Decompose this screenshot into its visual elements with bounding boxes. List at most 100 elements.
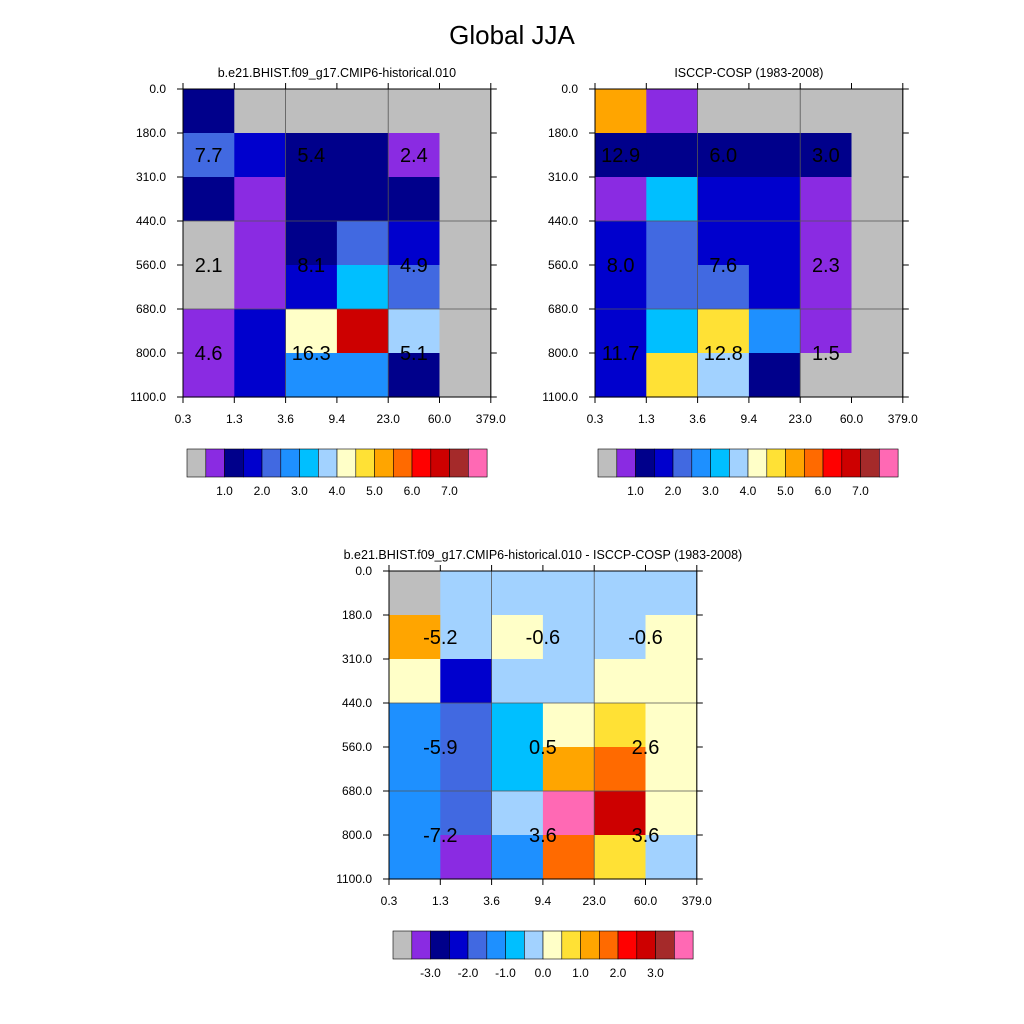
colorbar-label: 0.0	[535, 966, 552, 980]
cell-value-label: -5.9	[423, 737, 457, 759]
x-tick-label: 3.6	[277, 412, 294, 426]
heatmap-cell	[439, 177, 492, 222]
cell-value-label: 4.6	[195, 343, 223, 365]
y-tick-label: 800.0	[136, 346, 166, 360]
heatmap-cell	[285, 353, 338, 398]
y-tick-label: 440.0	[136, 214, 166, 228]
x-tick-label: 1.3	[226, 412, 243, 426]
heatmap-cell	[851, 353, 904, 398]
colorbar-label: 3.0	[702, 484, 719, 498]
heatmap-cell	[491, 615, 544, 660]
heatmap-cell	[440, 571, 493, 616]
heatmap-cell	[388, 265, 441, 310]
y-tick-label: 680.0	[342, 784, 372, 798]
heatmap-cell	[646, 133, 699, 178]
heatmap-cell	[542, 747, 595, 792]
heatmap-cell	[800, 309, 853, 354]
heatmap-cell	[748, 353, 801, 398]
heatmap-cell	[183, 221, 235, 266]
heatmap-cell	[697, 265, 750, 310]
colorbar-swatch	[317, 448, 338, 478]
heatmap-cell	[697, 353, 750, 398]
heatmap-cell	[748, 89, 801, 134]
cell-value-label: 2.3	[812, 255, 840, 277]
heatmap-cell	[851, 265, 904, 310]
x-tick-label: 9.4	[329, 412, 346, 426]
heatmap-cell	[389, 835, 441, 880]
colorbar-swatch	[766, 448, 786, 478]
cell-value-label: 1.5	[812, 343, 840, 365]
y-tick-label: 0.0	[149, 82, 166, 96]
heatmap-cell	[389, 571, 441, 616]
heatmap-cell	[646, 353, 699, 398]
heatmap-cell	[389, 659, 441, 704]
heatmap-cell	[285, 133, 338, 178]
y-tick-label: 440.0	[548, 214, 578, 228]
heatmap-cell	[595, 353, 647, 398]
x-tick-label: 379.0	[476, 412, 506, 426]
colorbar-swatch	[785, 448, 805, 478]
cell-value-label: 16.3	[292, 343, 331, 365]
heatmap-cell	[439, 265, 492, 310]
heatmap-cell	[595, 89, 647, 134]
colorbar-swatch	[392, 930, 413, 960]
heatmap-cell	[285, 177, 338, 222]
heatmap-cell	[491, 571, 544, 616]
heatmap-cell	[439, 309, 492, 354]
y-tick-label: 1100.0	[130, 390, 166, 404]
heatmap-cell	[542, 571, 595, 616]
heatmap-cell	[285, 309, 338, 354]
x-tick-label: 1.3	[638, 412, 655, 426]
colorbar-swatch	[467, 930, 488, 960]
colorbar-label: 5.0	[777, 484, 794, 498]
heatmap-cell	[336, 309, 389, 354]
colorbar-swatch	[635, 448, 655, 478]
cell-value-label: 4.9	[400, 255, 428, 277]
cell-value-label: 12.9	[601, 145, 640, 167]
colorbar-swatch	[598, 930, 619, 960]
heatmap-cell	[748, 309, 801, 354]
heatmap-cell	[697, 221, 750, 266]
colorbar-label: 4.0	[329, 484, 346, 498]
panel-title: b.e21.BHIST.f09_g17.CMIP6-historical.010…	[344, 548, 743, 562]
heatmap-cell	[491, 791, 544, 836]
x-tick-label: 3.6	[483, 894, 500, 908]
y-tick-label: 0.0	[355, 564, 372, 578]
colorbar-swatch	[691, 448, 711, 478]
colorbar-swatch	[299, 448, 319, 478]
heatmap-cell	[183, 177, 235, 222]
colorbar-label: 7.0	[441, 484, 458, 498]
y-tick-label: 800.0	[548, 346, 578, 360]
heatmap-cell	[388, 133, 441, 178]
heatmap-cell	[851, 221, 904, 266]
y-tick-label: 1100.0	[542, 390, 578, 404]
heatmap-cell	[389, 703, 441, 748]
heatmap-cell	[594, 835, 647, 880]
colorbar-swatch	[374, 448, 394, 478]
cell-value-label: 2.1	[195, 255, 223, 277]
cell-value-label: -0.6	[526, 627, 560, 649]
colorbar-swatch	[523, 930, 544, 960]
heatmap-cell	[851, 89, 904, 134]
x-tick-label: 379.0	[682, 894, 712, 908]
y-tick-label: 560.0	[136, 258, 166, 272]
heatmap-cell	[645, 571, 698, 616]
x-tick-label: 1.3	[432, 894, 449, 908]
colorbar-swatch	[186, 448, 207, 478]
colorbar-label: 2.0	[610, 966, 627, 980]
cell-value-label: 11.7	[602, 343, 639, 365]
cell-value-label: 2.4	[400, 145, 428, 167]
x-tick-label: 0.3	[381, 894, 398, 908]
y-tick-label: 800.0	[342, 828, 372, 842]
colorbar-swatch	[841, 448, 861, 478]
heatmap-cell	[388, 221, 441, 266]
heatmap-cell	[646, 221, 699, 266]
heatmap-cell	[646, 89, 699, 134]
colorbar-swatch	[224, 448, 244, 478]
colorbar-swatch	[411, 448, 432, 478]
heatmap-cell	[439, 221, 492, 266]
heatmap-cell	[748, 265, 801, 310]
x-tick-label: 9.4	[741, 412, 758, 426]
heatmap-cell	[439, 133, 492, 178]
y-tick-label: 310.0	[342, 652, 372, 666]
